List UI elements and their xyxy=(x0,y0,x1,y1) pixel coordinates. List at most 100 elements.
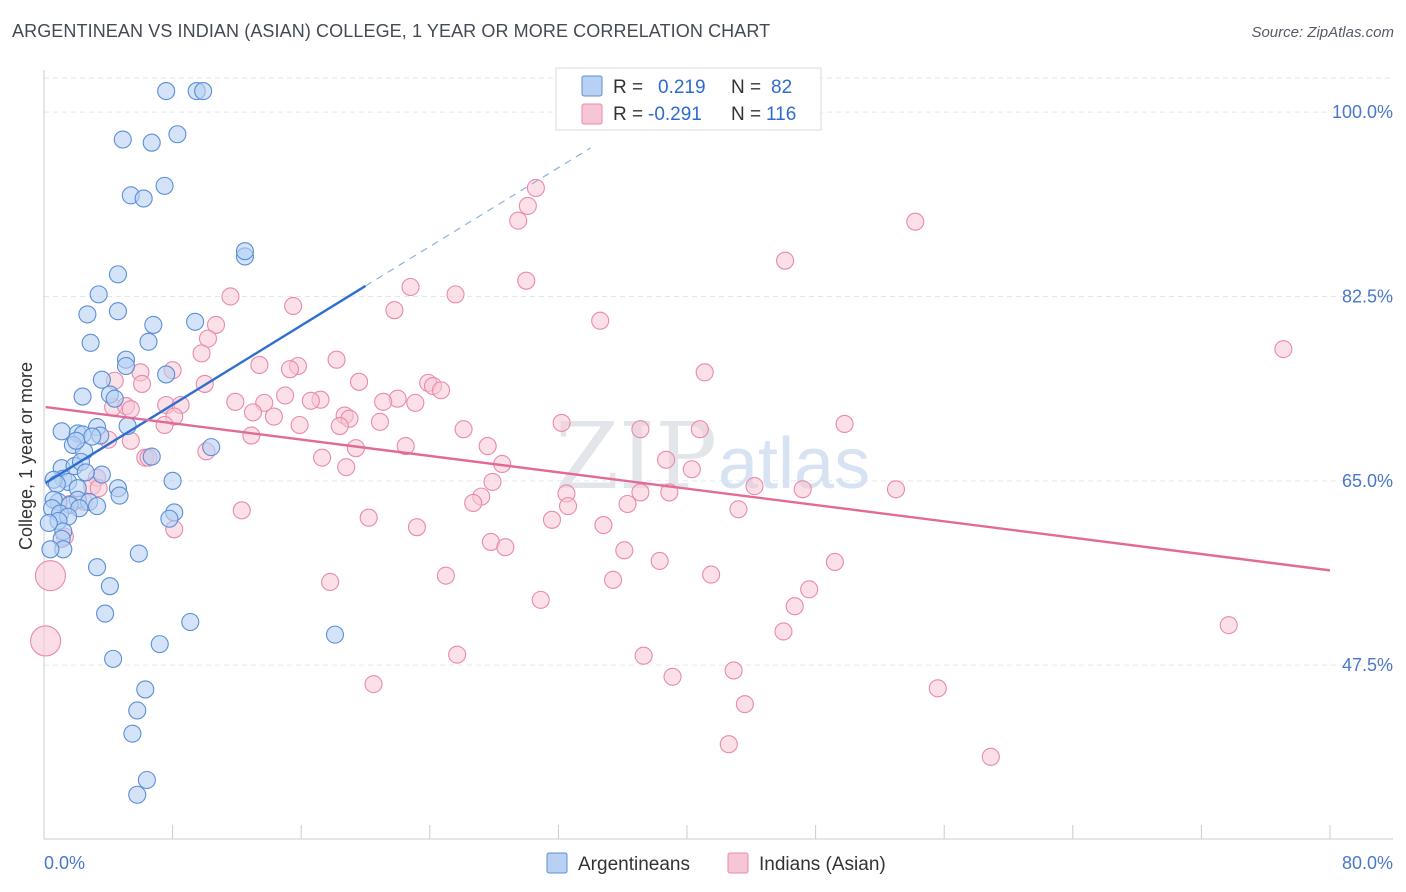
point-indian-44 xyxy=(264,407,283,426)
point-indian-5 xyxy=(517,271,536,290)
point-indian-87 xyxy=(542,510,562,529)
point-argentinean-7 xyxy=(134,189,153,208)
point-argentinean-67 xyxy=(96,604,115,623)
x-tick-label-right: 80.0% xyxy=(1342,853,1393,873)
point-indian-48 xyxy=(370,412,390,431)
point-argentinean-5 xyxy=(168,125,187,144)
point-argentinean-22 xyxy=(157,365,176,384)
point-argentinean-52 xyxy=(110,486,129,505)
point-indian-94 xyxy=(615,541,634,560)
legend-r-label-1: R = xyxy=(613,77,643,98)
point-indian-104 xyxy=(1219,616,1238,635)
point-argentinean-2 xyxy=(194,82,213,101)
point-argentinean-11 xyxy=(108,265,127,284)
point-indian-33 xyxy=(226,392,245,411)
point-indian-69 xyxy=(337,458,356,477)
point-indian-77 xyxy=(631,483,650,502)
point-indian-25 xyxy=(133,374,152,393)
point-argentinean-16 xyxy=(144,315,163,334)
point-argentinean-71 xyxy=(104,649,123,668)
point-indian-54 xyxy=(454,420,473,439)
point-argentinean-64 xyxy=(129,544,148,563)
point-indian-35 xyxy=(301,391,320,410)
source-label: Source: ZipAtlas.com xyxy=(1251,24,1394,41)
point-indian-50 xyxy=(290,415,309,435)
point-argentinean-81 xyxy=(67,431,86,450)
point-indian-12 xyxy=(206,315,226,334)
point-indian-78 xyxy=(660,483,679,502)
point-indian-99 xyxy=(702,565,721,584)
watermark: ZIP atlas xyxy=(555,403,870,510)
point-argentinean-76 xyxy=(128,785,147,804)
point-indian-56 xyxy=(690,420,709,439)
watermark-atlas: atlas xyxy=(718,424,870,504)
point-indian-85 xyxy=(232,501,251,520)
point-indian-110 xyxy=(364,675,383,694)
point-indian-97 xyxy=(436,566,455,585)
point-indian-52 xyxy=(552,413,571,432)
point-argentinean-51 xyxy=(87,497,107,516)
point-argentinean-13 xyxy=(78,305,97,324)
legend-swatch-blue xyxy=(581,75,603,97)
point-indian-large-0 xyxy=(34,560,66,592)
point-argentinean-8 xyxy=(155,176,174,195)
point-argentinean-21 xyxy=(92,370,111,389)
legend-n-value-2: 116 xyxy=(766,104,796,125)
legend-n-label-2: N = xyxy=(731,104,761,125)
point-argentinean-44 xyxy=(92,465,111,484)
point-argentinean-10 xyxy=(235,242,254,261)
point-indian-61 xyxy=(396,437,415,456)
trend-lines xyxy=(44,147,1331,572)
point-indian-106 xyxy=(448,645,467,664)
point-indian-95 xyxy=(650,551,669,570)
point-indian-72 xyxy=(483,472,502,491)
point-argentinean-20 xyxy=(116,356,136,376)
point-argentinean-15 xyxy=(186,312,205,331)
point-indian-large-1 xyxy=(30,625,62,657)
point-argentinean-25 xyxy=(73,387,92,406)
point-argentinean-12 xyxy=(89,285,108,304)
point-argentinean-66 xyxy=(100,577,119,596)
point-indian-100 xyxy=(321,572,340,592)
axes xyxy=(43,70,1393,840)
point-argentinean-70 xyxy=(150,635,169,654)
point-indian-98 xyxy=(604,570,623,589)
point-argentinean-17 xyxy=(81,333,100,352)
series-argentineans-points xyxy=(39,82,345,804)
point-argentinean-74 xyxy=(123,724,142,743)
point-indian-53 xyxy=(835,414,854,434)
legend-n-label-1: N = xyxy=(731,77,761,98)
point-argentinean-3 xyxy=(113,130,132,149)
point-indian-67 xyxy=(657,450,676,469)
point-argentinean-80 xyxy=(83,427,102,446)
y-tick-label-0: 100.0% xyxy=(1332,102,1393,122)
chart-title: ARGENTINEAN VS INDIAN (ASIAN) COLLEGE, 1… xyxy=(12,21,771,41)
point-argentinean-73 xyxy=(128,701,147,720)
point-indian-49 xyxy=(155,415,174,435)
point-indian-11 xyxy=(591,311,610,330)
point-argentinean-72 xyxy=(136,680,155,699)
bottom-legend-swatch-argentineans xyxy=(546,852,568,874)
point-indian-111 xyxy=(928,679,947,698)
point-indian-89 xyxy=(407,518,426,537)
bottom-legend-label-indians: Indians (Asian) xyxy=(759,854,886,875)
point-indian-96 xyxy=(825,552,844,571)
point-indian-4 xyxy=(776,251,795,270)
point-argentinean-78 xyxy=(41,540,60,559)
point-indian-105 xyxy=(774,622,793,641)
point-argentinean-60 xyxy=(160,509,179,528)
point-argentinean-45 xyxy=(163,471,182,490)
point-argentinean-26 xyxy=(52,422,71,441)
point-indian-93 xyxy=(496,538,515,557)
y-tick-label-3: 47.5% xyxy=(1342,655,1393,675)
point-argentinean-34 xyxy=(202,438,221,457)
point-indian-107 xyxy=(634,646,653,665)
point-indian-16 xyxy=(327,350,346,369)
point-indian-55 xyxy=(631,420,650,439)
point-indian-103 xyxy=(531,590,550,609)
point-argentinean-0 xyxy=(157,82,176,101)
point-indian-3 xyxy=(906,212,925,231)
legend-n-value-1: 82 xyxy=(771,77,792,98)
point-indian-84 xyxy=(729,500,748,519)
